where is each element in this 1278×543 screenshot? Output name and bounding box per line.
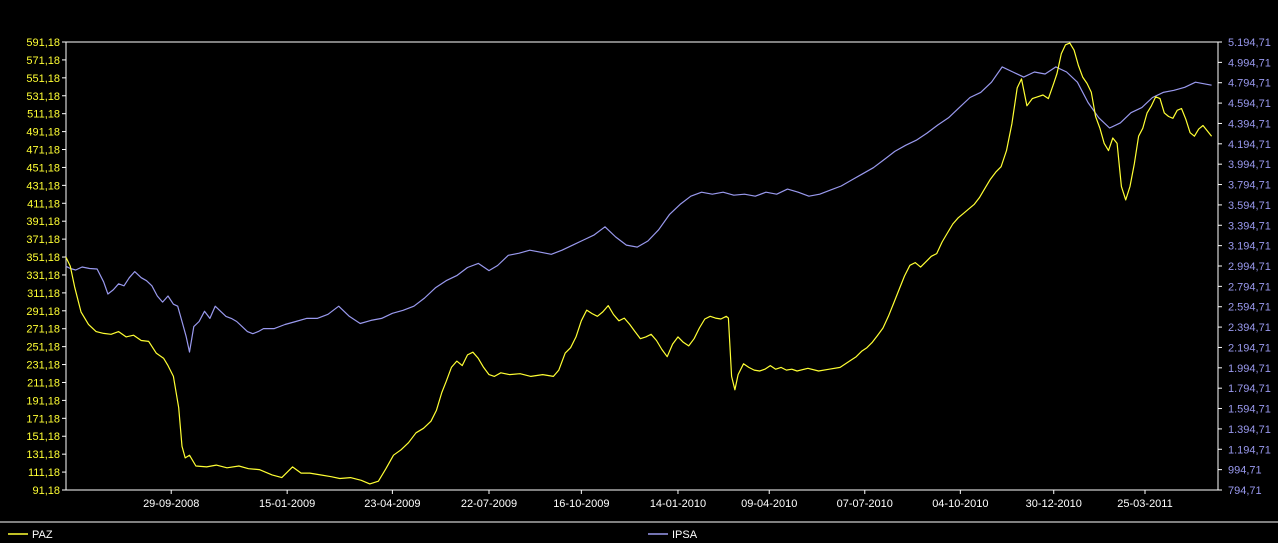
y-right-tick-label: 3.794,71 bbox=[1228, 180, 1271, 192]
y-right-tick-label: 994,71 bbox=[1228, 465, 1262, 477]
y-left-tick-label: 591,18 bbox=[26, 37, 60, 49]
y-right-tick-label: 2.394,71 bbox=[1228, 322, 1271, 334]
y-right-tick-label: 1.994,71 bbox=[1228, 363, 1271, 375]
y-left-tick-label: 211,18 bbox=[27, 377, 60, 389]
y-left-tick-label: 551,18 bbox=[26, 73, 60, 85]
x-tick-label: 23-04-2009 bbox=[364, 498, 420, 510]
y-right-tick-label: 4.794,71 bbox=[1228, 78, 1271, 90]
x-tick-label: 15-01-2009 bbox=[259, 498, 315, 510]
series-line-ipsa bbox=[65, 66, 1212, 353]
y-right-tick-label: 3.194,71 bbox=[1228, 241, 1271, 253]
y-left-tick-label: 231,18 bbox=[26, 360, 60, 372]
y-right-tick-label: 1.794,71 bbox=[1228, 383, 1271, 395]
legend-label-paz: PAZ bbox=[32, 529, 53, 541]
y-right-tick-label: 2.994,71 bbox=[1228, 261, 1271, 273]
y-right-tick-label: 4.594,71 bbox=[1228, 98, 1271, 110]
y-left-tick-label: 311,18 bbox=[27, 288, 60, 300]
y-left-tick-label: 291,18 bbox=[26, 306, 60, 318]
y-right-tick-label: 2.794,71 bbox=[1228, 281, 1271, 293]
y-left-tick-label: 451,18 bbox=[26, 162, 60, 174]
y-right-tick-label: 4.194,71 bbox=[1228, 139, 1271, 151]
y-right-tick-label: 1.594,71 bbox=[1228, 404, 1271, 416]
y-right-tick-label: 2.194,71 bbox=[1228, 342, 1271, 354]
y-left-tick-label: 491,18 bbox=[26, 127, 60, 139]
y-left-tick-label: 91,18 bbox=[32, 485, 60, 497]
y-right-tick-label: 1.194,71 bbox=[1228, 444, 1271, 456]
y-right-ticks: 794,71 994,71 1.194,71 1.394,71 1.594,71 1.79… bbox=[1218, 37, 1271, 497]
legend: PAZ IPSA bbox=[8, 529, 698, 541]
x-tick-label: 09-04-2010 bbox=[741, 498, 797, 510]
y-left-ticks: 91,18 111,18 131,18 151,18 171,18 191,18 211,1… bbox=[26, 37, 66, 497]
y-left-tick-label: 411,18 bbox=[27, 198, 60, 210]
legend-label-ipsa: IPSA bbox=[672, 529, 698, 541]
series-line-paz bbox=[65, 42, 1213, 485]
y-left-tick-label: 151,18 bbox=[26, 431, 60, 443]
y-left-tick-label: 251,18 bbox=[26, 342, 60, 354]
y-left-tick-label: 431,18 bbox=[26, 180, 60, 192]
y-left-tick-label: 391,18 bbox=[26, 216, 60, 228]
x-ticks: 29-09-2008 15-01-2009 23-04-2009 22-07-2009… bbox=[143, 490, 1173, 510]
y-right-tick-label: 3.394,71 bbox=[1228, 220, 1271, 232]
plot-frame bbox=[65, 41, 1219, 491]
series-lines bbox=[65, 42, 1213, 485]
y-left-tick-label: 471,18 bbox=[26, 145, 60, 157]
y-left-tick-label: 171,18 bbox=[26, 413, 60, 425]
y-left-tick-label: 111,18 bbox=[28, 467, 60, 479]
x-tick-label: 29-09-2008 bbox=[143, 498, 199, 510]
y-right-tick-label: 1.394,71 bbox=[1228, 424, 1271, 436]
x-tick-label: 07-07-2010 bbox=[837, 498, 893, 510]
y-left-tick-label: 131,18 bbox=[26, 449, 60, 461]
y-right-tick-label: 4.394,71 bbox=[1228, 118, 1271, 130]
y-left-tick-label: 531,18 bbox=[26, 91, 60, 103]
x-tick-label: 16-10-2009 bbox=[553, 498, 609, 510]
x-tick-label: 14-01-2010 bbox=[650, 498, 706, 510]
y-right-tick-label: 794,71 bbox=[1228, 485, 1262, 497]
y-left-tick-label: 371,18 bbox=[26, 234, 60, 246]
y-left-tick-label: 271,18 bbox=[26, 324, 60, 336]
y-right-tick-label: 4.994,71 bbox=[1228, 57, 1271, 69]
x-tick-label: 30-12-2010 bbox=[1026, 498, 1082, 510]
y-left-tick-label: 351,18 bbox=[26, 252, 60, 264]
x-tick-label: 22-07-2009 bbox=[461, 498, 517, 510]
y-left-tick-label: 331,18 bbox=[26, 270, 60, 282]
y-right-tick-label: 3.994,71 bbox=[1228, 159, 1271, 171]
x-tick-label: 04-10-2010 bbox=[932, 498, 988, 510]
y-right-tick-label: 2.594,71 bbox=[1228, 302, 1271, 314]
y-right-tick-label: 5.194,71 bbox=[1228, 37, 1271, 49]
y-left-tick-label: 571,18 bbox=[26, 55, 60, 67]
y-right-tick-label: 3.594,71 bbox=[1228, 200, 1271, 212]
x-tick-label: 25-03-2011 bbox=[1117, 498, 1172, 510]
y-left-tick-label: 191,18 bbox=[26, 395, 60, 407]
y-left-tick-label: 511,18 bbox=[27, 109, 60, 121]
